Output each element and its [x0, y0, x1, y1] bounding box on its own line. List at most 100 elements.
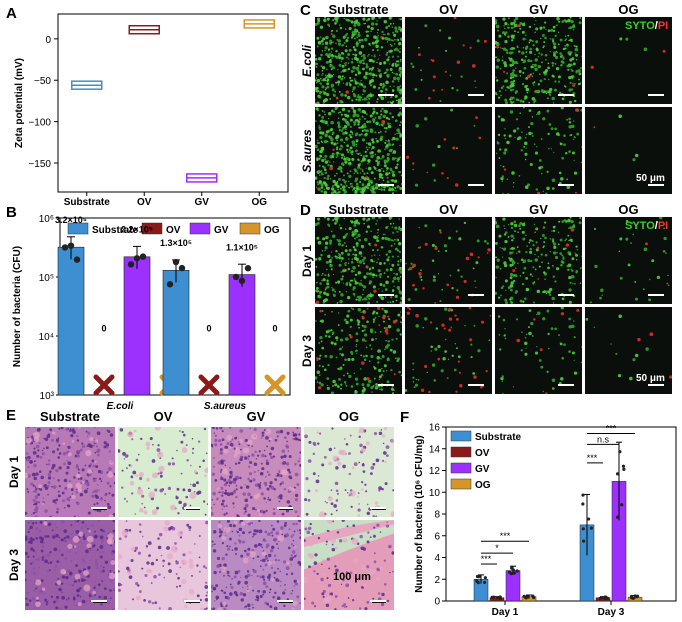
cell-dot-green [399, 89, 401, 91]
tissue-patch [253, 494, 259, 500]
nucleus-dot [243, 512, 246, 515]
cell-dot-green [323, 176, 326, 180]
cell-dot-green [316, 139, 319, 142]
cell-dot-green [516, 246, 519, 249]
tissue-patch [249, 586, 252, 589]
nucleus-dot [358, 503, 360, 505]
cell-dot-green [573, 171, 578, 175]
cell-dot-green [389, 63, 391, 65]
nucleus-dot [34, 495, 39, 499]
cell-dot-green [343, 125, 348, 129]
cell-dot-green [558, 171, 562, 175]
nucleus-dot [253, 569, 257, 574]
micrograph-image [211, 520, 301, 610]
cell-dot-green [318, 95, 322, 99]
cell-dot-green [316, 273, 320, 277]
nucleus-dot [160, 554, 163, 557]
panel-label-e: E [6, 407, 17, 424]
cell-dot-green [319, 92, 322, 95]
nucleus-dot [248, 531, 251, 534]
cell-dot-green [328, 59, 332, 64]
cell-dot-green [569, 17, 572, 19]
cell-dot-green [599, 296, 602, 300]
data-point [483, 576, 487, 580]
cell-dot-green [571, 25, 576, 29]
nucleus-dot [174, 542, 177, 545]
nucleus-dot [260, 545, 263, 548]
cell-dot-green [395, 99, 398, 102]
cell-dot-green [353, 94, 357, 98]
nucleus-dot [31, 513, 33, 516]
micrograph-tile [118, 520, 208, 610]
cell-dot-green [328, 335, 331, 338]
cell-dot-green [368, 269, 371, 271]
cell-dot-green [510, 88, 513, 92]
nucleus-dot [167, 562, 171, 566]
cell-dot-green [568, 325, 572, 329]
cell-dot-green [340, 329, 344, 332]
nucleus-dot [27, 427, 30, 429]
nucleus-dot [342, 464, 346, 469]
cell-dot-green [507, 223, 510, 226]
tissue-patch [328, 461, 332, 466]
nucleus-dot [87, 511, 91, 515]
nucleus-dot [294, 462, 297, 466]
cell-dot-green [324, 74, 327, 76]
cell-dot-green [351, 150, 354, 153]
nucleus-dot [157, 545, 162, 550]
cell-dot-green [573, 359, 575, 362]
nucleus-dot [101, 542, 103, 545]
cell-dot-green [316, 183, 320, 186]
cell-dot-green [355, 140, 359, 143]
cell-dot-green [388, 118, 391, 121]
nucleus-dot [286, 468, 291, 472]
tissue-patch [269, 437, 273, 441]
cell-dot-red [431, 59, 435, 63]
cell-dot-green [549, 50, 552, 53]
cell-dot-green [320, 183, 324, 187]
cell-dot-green [444, 350, 447, 353]
nucleus-dot [286, 500, 291, 504]
data-point [238, 277, 246, 284]
nucleus-dot [76, 439, 80, 442]
cell-dot-green [522, 100, 525, 103]
cell-dot-green [320, 186, 323, 189]
tissue-patch [226, 434, 233, 441]
nucleus-dot [322, 589, 326, 594]
nucleus-dot [28, 528, 31, 530]
nucleus-dot [214, 478, 218, 482]
cell-dot-green [351, 133, 354, 135]
cell-dot-green [397, 260, 400, 263]
cell-dot-red [560, 312, 565, 316]
cell-dot-green [399, 18, 402, 21]
cell-dot-green [343, 141, 346, 144]
cell-dot-green [386, 32, 390, 36]
cell-dot-green [369, 84, 373, 87]
column-header-substrate: Substrate [40, 409, 100, 424]
cell-dot-green [523, 22, 526, 24]
nucleus-dot [103, 595, 108, 600]
nucleus-dot [307, 526, 312, 531]
nucleus-dot [272, 596, 275, 599]
cell-dot-green [353, 78, 356, 80]
nucleus-dot [32, 571, 36, 576]
cell-dot-green [331, 310, 333, 313]
cell-dot-green [391, 157, 396, 161]
nucleus-dot [179, 430, 181, 432]
nucleus-dot [392, 489, 394, 492]
cell-dot-green [564, 247, 567, 250]
nucleus-dot [63, 536, 67, 540]
cell-dot-green [544, 236, 547, 240]
cell-dot-green [377, 149, 381, 153]
cell-dot-green [373, 254, 376, 256]
cell-dot-green [345, 180, 347, 183]
cell-dot-green [504, 231, 508, 234]
nucleus-dot [81, 468, 85, 472]
cell-dot-green [420, 278, 423, 281]
cell-dot-green [318, 157, 321, 160]
tissue-patch [225, 472, 229, 475]
cell-dot-green [386, 73, 390, 78]
cell-dot-green [571, 257, 575, 261]
cell-dot-green [355, 145, 357, 148]
cell-dot-green [395, 60, 399, 63]
